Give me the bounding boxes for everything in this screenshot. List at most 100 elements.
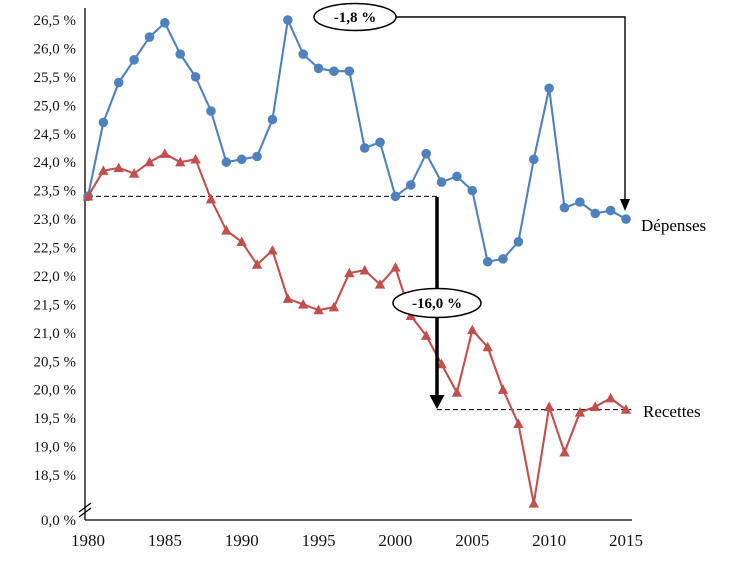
data-point-dépenses: [206, 106, 216, 116]
data-point-recettes: [282, 293, 294, 303]
data-point-recettes: [344, 267, 355, 278]
data-point-dépenses: [98, 117, 109, 128]
series-group: [82, 15, 632, 508]
data-point-recettes: [221, 225, 232, 235]
data-point-recettes: [298, 298, 309, 309]
data-point-dépenses: [498, 254, 508, 264]
data-point-dépenses: [605, 205, 616, 216]
data-point-dépenses: [236, 154, 247, 165]
data-point-recettes: [128, 168, 140, 178]
y-tick-label: 25,0 %: [34, 98, 77, 114]
series-line-dépenses: [86, 18, 627, 263]
y-tick-label: 23,5 %: [34, 184, 77, 200]
data-point-dépenses: [283, 15, 293, 25]
data-point-dépenses: [406, 180, 416, 190]
data-point-dépenses: [528, 154, 539, 165]
data-point-recettes: [436, 358, 447, 369]
x-tick-label: 2000: [378, 531, 412, 550]
annotation-ellipse: [313, 2, 397, 32]
x-tick-label: 1985: [148, 531, 182, 550]
data-point-recettes: [574, 407, 586, 417]
data-point-dépenses: [359, 143, 370, 153]
annotation-label-depenses: -1,8 %: [334, 10, 377, 26]
y-tick-label: 25,5 %: [34, 70, 77, 86]
x-tick-label: 2010: [532, 531, 566, 550]
data-point-recettes: [590, 401, 601, 411]
y-tick-label: 26,5 %: [34, 13, 77, 29]
data-point-dépenses: [298, 49, 309, 59]
data-point-dépenses: [252, 151, 262, 162]
x-tick-label: 1980: [71, 531, 105, 550]
data-point-recettes: [543, 401, 555, 411]
x-tick-label: 1995: [302, 531, 336, 550]
data-point-dépenses: [559, 202, 570, 213]
data-point-dépenses: [344, 66, 355, 76]
annotation-recettes-change: -16,0 %: [392, 197, 482, 409]
data-point-dépenses: [375, 137, 385, 148]
data-point-recettes: [144, 156, 155, 167]
data-point-recettes: [513, 418, 524, 429]
data-point-dépenses: [467, 185, 478, 196]
data-point-recettes: [328, 301, 340, 312]
data-point-recettes: [605, 392, 616, 403]
x-tick-label: 2005: [455, 531, 489, 550]
data-point-dépenses: [144, 32, 155, 42]
y-tick-label: 21,5 %: [34, 297, 77, 313]
data-point-recettes: [159, 148, 171, 158]
data-point-recettes: [98, 165, 109, 175]
y-tick-label: 24,0 %: [34, 155, 77, 171]
data-point-recettes: [175, 156, 186, 167]
y-tick-label: 23,0 %: [34, 212, 77, 228]
data-point-dépenses: [160, 18, 170, 28]
data-point-dépenses: [221, 157, 232, 167]
data-point-recettes: [374, 279, 386, 289]
x-tick-label: 2015: [609, 531, 643, 550]
y-tick-label: 19,5 %: [34, 411, 77, 427]
data-point-recettes: [559, 446, 570, 457]
data-point-recettes: [467, 324, 478, 335]
series-line-recettes: [87, 152, 627, 505]
data-point-recettes: [420, 330, 432, 340]
data-point-recettes: [497, 384, 509, 394]
label-depenses: Dépenses: [641, 216, 706, 235]
y-tick-label: 18,5 %: [34, 468, 77, 484]
data-point-dépenses: [313, 63, 324, 74]
data-point-dépenses: [390, 191, 401, 202]
data-point-recettes: [82, 190, 94, 201]
data-point-dépenses: [113, 77, 124, 88]
axis-break-icon: [78, 507, 92, 518]
x-tick-label: 1990: [225, 531, 259, 550]
y-tick-label: 22,0 %: [34, 269, 77, 285]
data-point-recettes: [359, 264, 370, 275]
y-tick-label: 19,0 %: [34, 440, 77, 456]
data-point-dépenses: [482, 256, 493, 267]
data-point-dépenses: [436, 177, 447, 187]
data-point-dépenses: [190, 72, 201, 82]
y-tick-label: 26,0 %: [34, 41, 77, 57]
data-point-recettes: [390, 262, 401, 272]
data-point-recettes: [482, 341, 493, 352]
data-point-recettes: [528, 498, 539, 508]
data-point-recettes: [451, 387, 463, 397]
arrow-head-icon: [429, 395, 445, 409]
axes: 26,5 % 26,0 % 25,5 % 25,0 % 24,5 % 24,0 % 23,5…: [34, 8, 643, 550]
annotation-arrow-line: [396, 16, 626, 201]
data-point-dépenses: [544, 83, 554, 94]
annotation-depenses-change: -1,8 %: [313, 2, 630, 211]
data-point-recettes: [313, 304, 324, 315]
data-point-dépenses: [267, 114, 278, 125]
data-point-dépenses: [590, 208, 601, 219]
y-tick-label: 21,0 %: [34, 326, 77, 342]
data-point-dépenses: [575, 197, 585, 207]
y-tick-label-zero: 0,0 %: [41, 513, 76, 529]
data-point-dépenses: [621, 214, 631, 224]
annotation-label-recettes: -16,0 %: [412, 296, 462, 312]
y-tick-label: 24,5 %: [34, 127, 77, 143]
data-point-recettes: [113, 162, 124, 173]
data-point-dépenses: [452, 171, 462, 182]
reference-lines: [88, 195, 632, 411]
data-point-dépenses: [129, 55, 139, 65]
data-point-recettes: [620, 404, 632, 414]
